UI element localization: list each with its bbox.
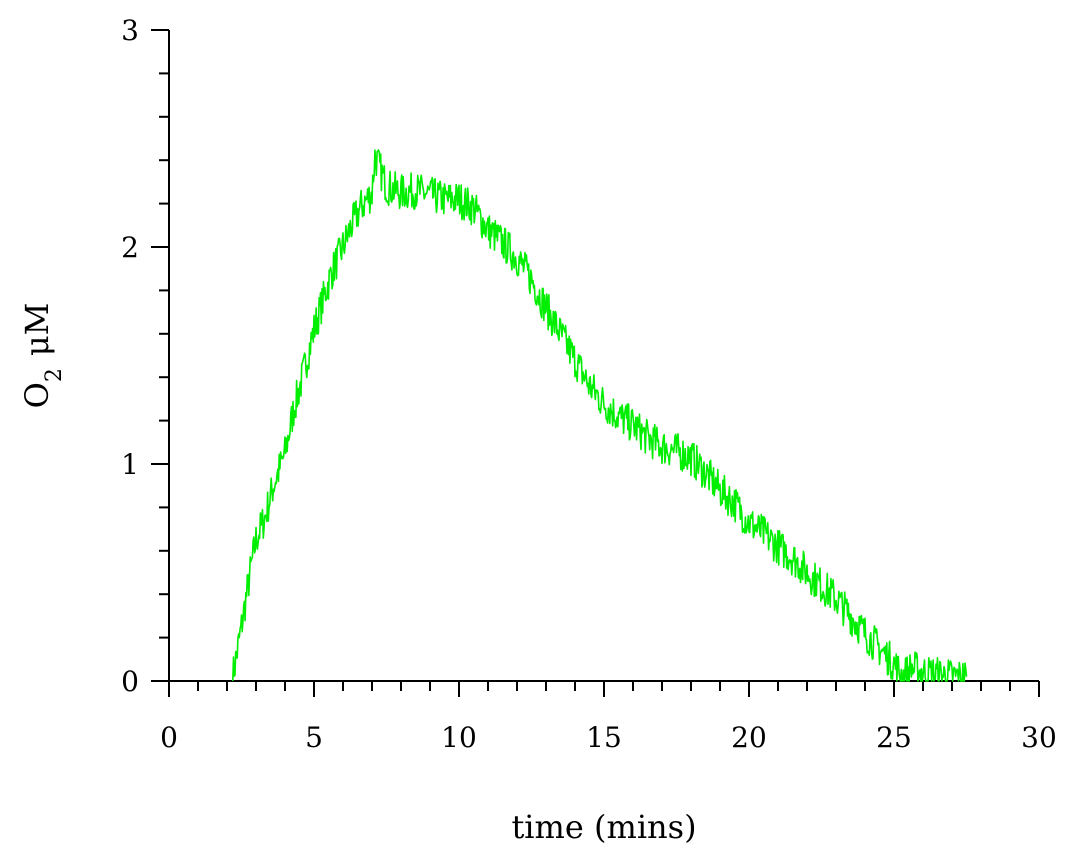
x-tick-label: 10 [441, 721, 477, 754]
y-axis-title: O2 μM [18, 303, 67, 409]
y-axis-title-subscript: 2 [42, 368, 67, 382]
y-tick-label: 0 [121, 665, 139, 698]
x-tick-label: 5 [305, 721, 323, 754]
svg-text:O2μM: O2 μM [18, 303, 67, 409]
x-tick-label: 0 [160, 721, 178, 754]
y-tick-label: 1 [121, 448, 139, 481]
x-tick-label: 20 [731, 721, 767, 754]
x-tick-label: 15 [586, 721, 622, 754]
series-line [232, 149, 968, 682]
y-axis: 0 1 2 3 [121, 14, 170, 698]
y-tick-label: 3 [121, 14, 139, 47]
series-layer [232, 149, 968, 682]
x-tick-label: 25 [876, 721, 912, 754]
y-axis-title-main: O [18, 382, 56, 408]
x-tick-label: 30 [1021, 721, 1057, 754]
y-tick-label: 2 [121, 231, 139, 264]
x-axis-title: time (mins) [511, 808, 696, 846]
x-axis: 0 5 10 15 20 25 30 [160, 680, 1057, 754]
y-axis-title-unit: μM [18, 303, 56, 357]
